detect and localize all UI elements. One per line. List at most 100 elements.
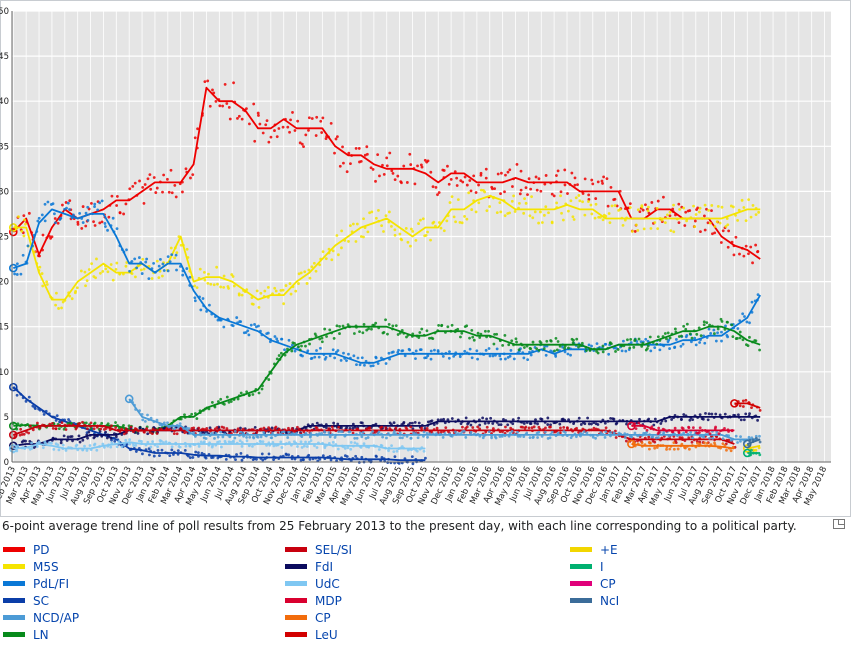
poll-dot: [720, 205, 724, 209]
poll-dot: [422, 449, 426, 453]
poll-dot: [414, 357, 417, 361]
legend-item-cp[interactable]: CP: [570, 575, 616, 592]
poll-dot: [708, 323, 712, 327]
legend-item-cp[interactable]: CP: [285, 609, 331, 626]
poll-dot: [156, 449, 160, 452]
poll-dot: [734, 434, 738, 438]
poll-dot: [232, 81, 235, 85]
poll-dot: [209, 282, 213, 286]
poll-dot: [134, 443, 138, 447]
poll-dot: [93, 224, 97, 227]
poll-dot: [738, 252, 741, 256]
poll-dot: [367, 327, 371, 331]
poll-dot: [151, 440, 155, 444]
poll-dot: [705, 321, 709, 325]
poll-dot: [125, 443, 129, 446]
legend-item-fdi[interactable]: FdI: [285, 558, 333, 575]
poll-dot: [310, 356, 314, 360]
poll-dot: [476, 331, 480, 335]
poll-dot: [455, 176, 459, 180]
legend-label: SEL/SI: [315, 542, 353, 557]
poll-dot: [324, 355, 328, 359]
poll-dot: [647, 435, 651, 439]
poll-dot: [645, 428, 649, 432]
legend-item-nci[interactable]: NcI: [570, 592, 619, 609]
poll-dot: [275, 357, 279, 361]
poll-dot: [629, 337, 633, 341]
poll-dot: [357, 147, 361, 150]
poll-dot: [57, 307, 60, 310]
poll-dot: [745, 320, 749, 324]
poll-dot: [748, 321, 751, 325]
poll-dot: [652, 423, 656, 427]
poll-dot: [539, 189, 543, 193]
poll-dot: [677, 202, 681, 206]
poll-dot: [297, 345, 300, 349]
poll-dot: [184, 444, 188, 448]
poll-dot: [20, 433, 24, 436]
poll-dot: [458, 355, 462, 359]
legend-item-i[interactable]: I: [570, 558, 604, 575]
legend-item--e[interactable]: +E: [570, 541, 618, 558]
poll-dot: [651, 435, 655, 439]
poll-dot: [255, 458, 258, 461]
poll-dot: [587, 193, 591, 197]
poll-dot: [736, 327, 740, 330]
poll-dot: [219, 430, 223, 434]
poll-dot: [544, 426, 547, 430]
legend-item-udc[interactable]: UdC: [285, 575, 340, 592]
poll-dot: [665, 447, 668, 451]
poll-dot: [570, 171, 574, 175]
poll-dot: [394, 324, 398, 328]
poll-dot: [166, 255, 170, 259]
poll-dot: [215, 265, 219, 269]
legend-item-sc[interactable]: SC: [3, 592, 49, 609]
poll-dot: [239, 451, 243, 455]
poll-dot: [468, 347, 472, 351]
legend-item-ln[interactable]: LN: [3, 626, 49, 643]
poll-dot: [522, 422, 526, 425]
poll-dot: [736, 441, 739, 444]
legend-item-pd[interactable]: PD: [3, 541, 49, 558]
poll-dot: [685, 334, 689, 337]
poll-dot: [710, 412, 714, 416]
poll-dot: [567, 346, 570, 350]
legend-item-sel-si[interactable]: SEL/SI: [285, 541, 352, 558]
poll-dot: [341, 430, 344, 434]
start-marker: [8, 382, 18, 392]
poll-dot: [13, 272, 17, 276]
poll-dot: [706, 221, 710, 225]
poll-dot: [701, 417, 705, 421]
poll-dot: [266, 285, 270, 289]
poll-dot: [211, 88, 214, 92]
poll-dot: [405, 335, 408, 339]
poll-dot: [450, 417, 454, 420]
poll-dot: [687, 436, 691, 440]
poll-dot: [470, 356, 474, 360]
poll-dot: [528, 436, 532, 439]
poll-dot: [336, 135, 339, 139]
poll-dot: [142, 267, 146, 271]
legend-label: NCD/AP: [33, 610, 80, 625]
poll-dot: [206, 79, 210, 83]
poll-dot: [573, 183, 577, 187]
legend-item-leu[interactable]: LeU: [285, 626, 338, 643]
legend-item-pdl-fi[interactable]: PdL/FI: [3, 575, 69, 592]
legend-item-m5s[interactable]: M5S: [3, 558, 59, 575]
poll-dot: [99, 427, 103, 431]
expand-icon[interactable]: [833, 519, 845, 529]
poll-dot: [22, 234, 26, 238]
legend-item-ncd-ap[interactable]: NCD/AP: [3, 609, 79, 626]
poll-dot: [594, 197, 598, 200]
poll-dot: [463, 215, 466, 218]
poll-dot: [716, 327, 720, 331]
y-tick-label: 0: [4, 458, 9, 468]
poll-dot: [741, 338, 745, 342]
legend-item-mdp[interactable]: MDP: [285, 592, 342, 609]
poll-dot: [630, 230, 634, 233]
legend-swatch: [3, 564, 25, 569]
poll-dot: [754, 339, 758, 343]
poll-dot: [225, 102, 229, 105]
poll-dot: [340, 426, 343, 430]
poll-dot: [336, 447, 340, 451]
